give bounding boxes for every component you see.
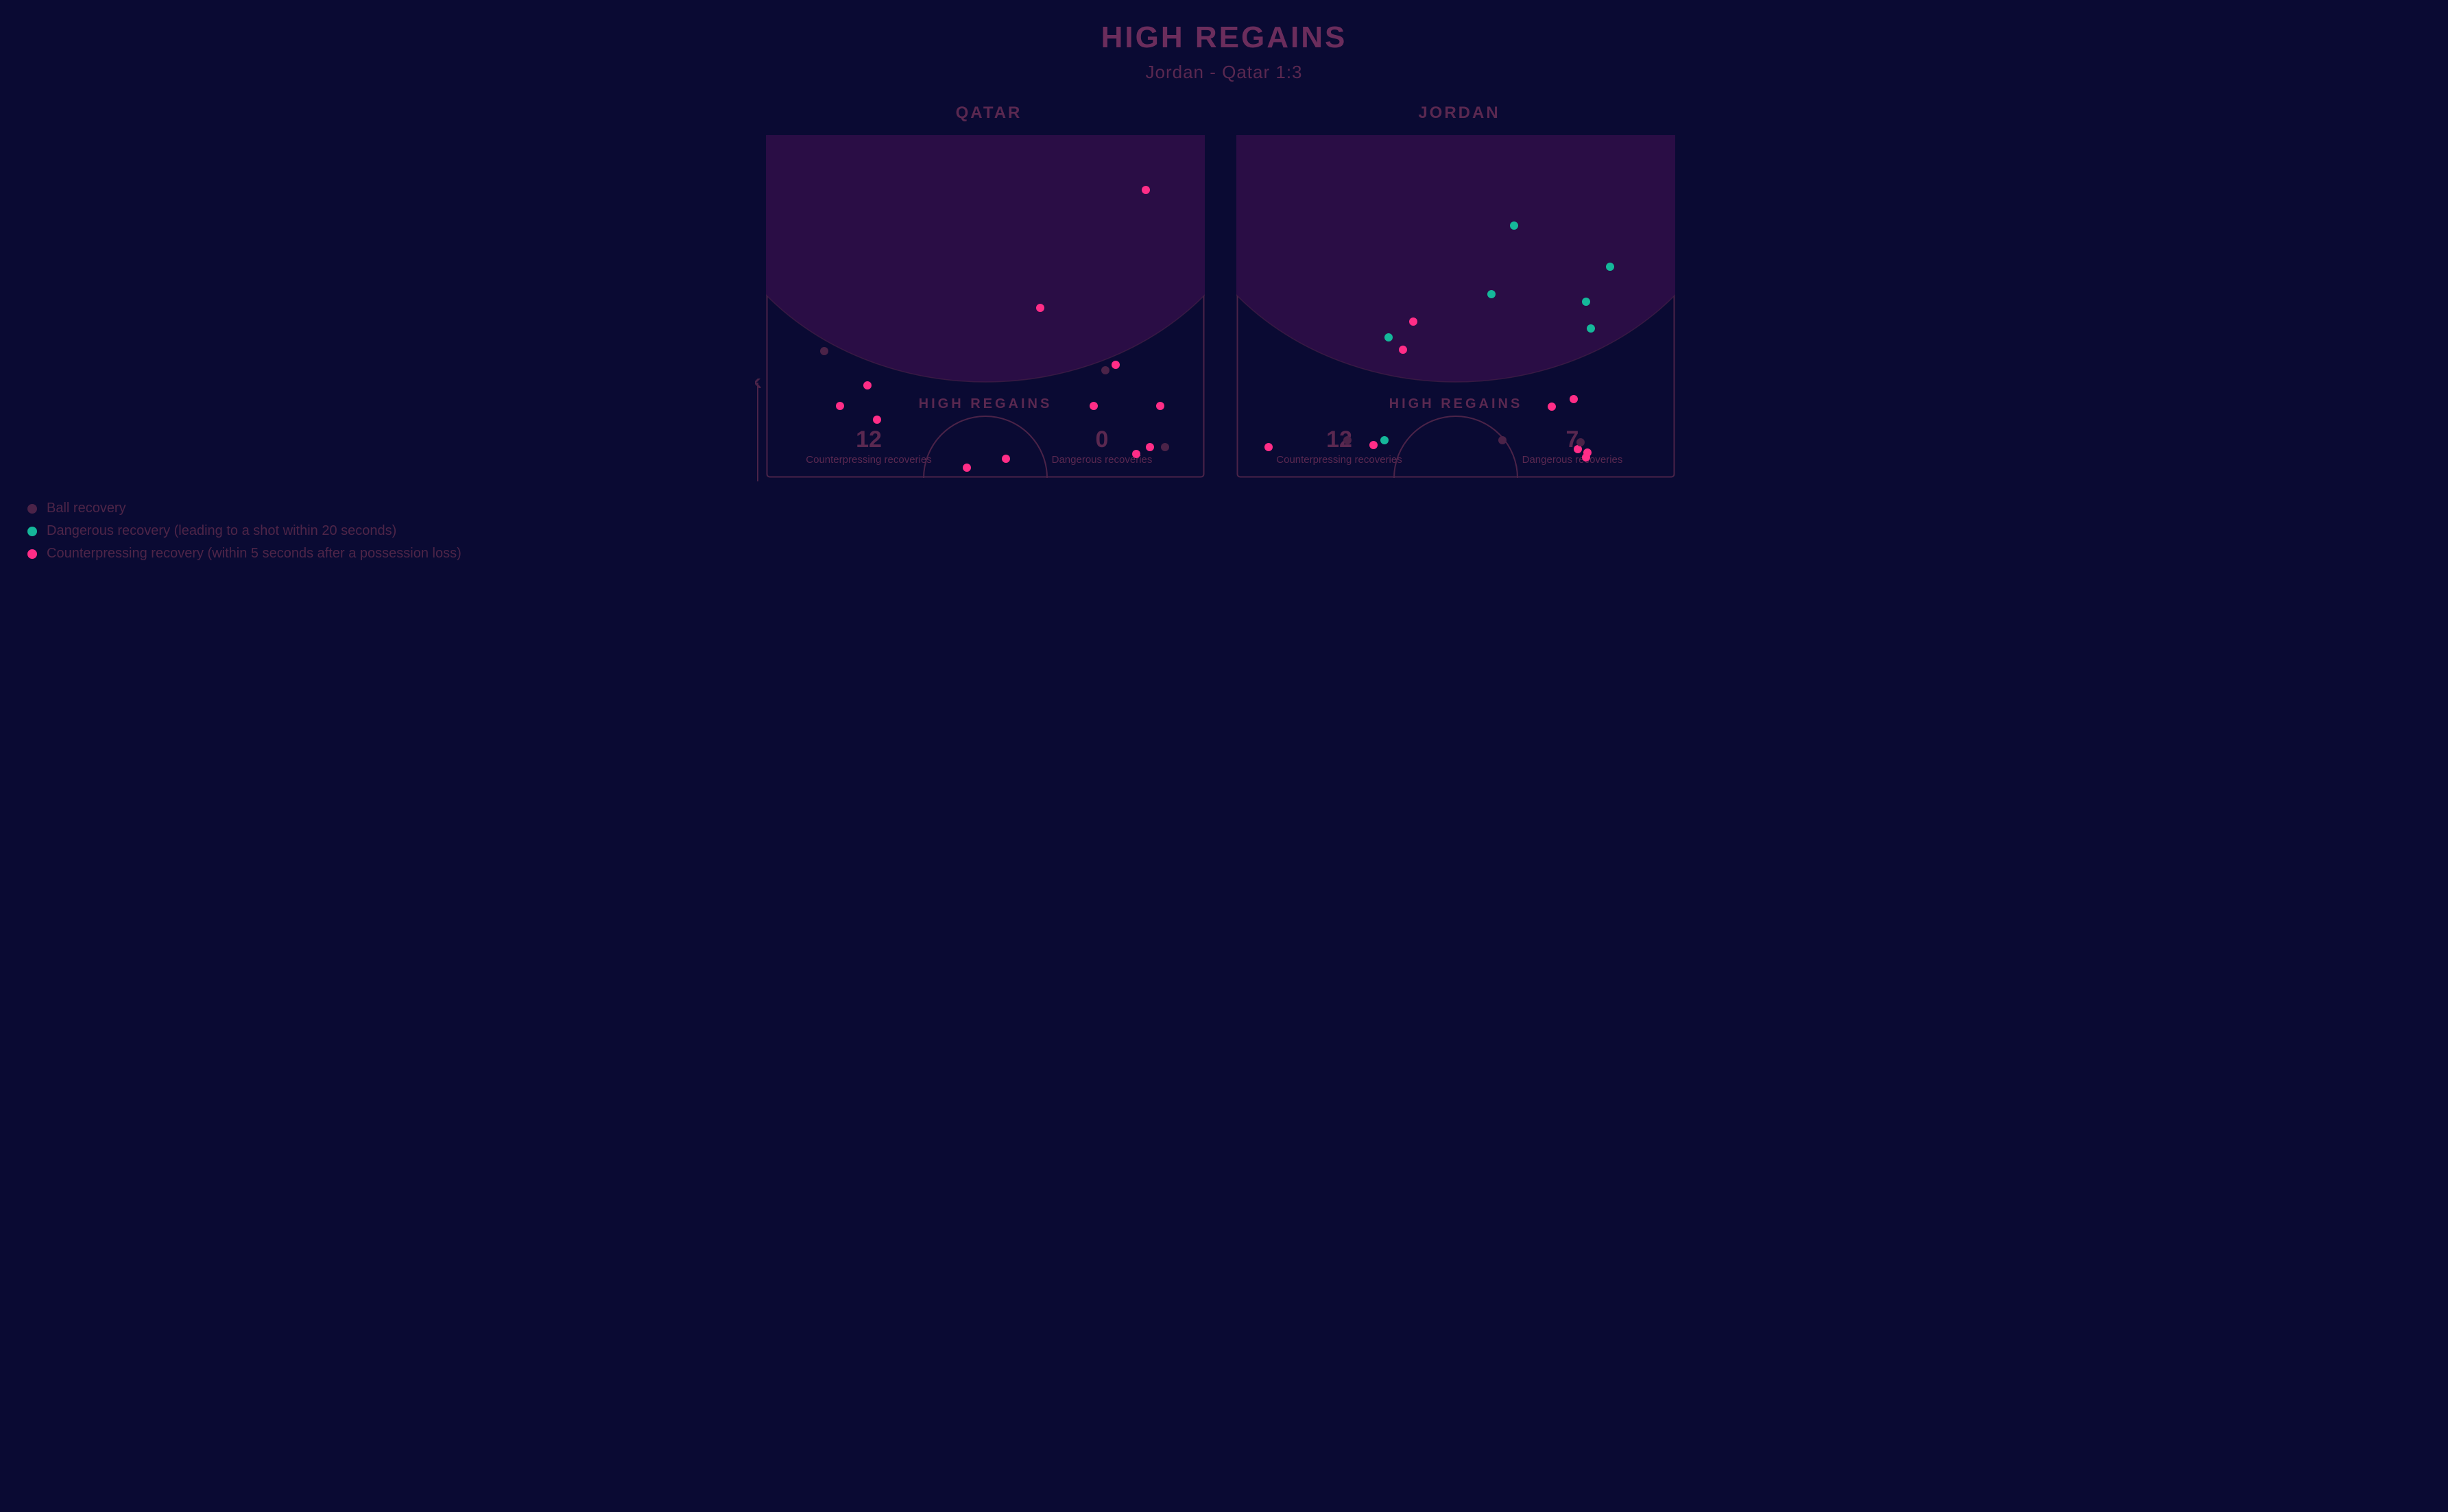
subtitle: Jordan - Qatar 1:3 xyxy=(27,62,2421,83)
svg-text:HIGH REGAINS: HIGH REGAINS xyxy=(1389,396,1523,411)
panels-row: QATAR HIGH REGAINS12Counterpressing reco… xyxy=(27,104,2421,481)
svg-text:HIGH REGAINS: HIGH REGAINS xyxy=(919,396,1053,411)
panel-title-qatar: QATAR xyxy=(766,104,1212,123)
legend-label-ball: Ball recovery xyxy=(47,501,126,516)
attack-direction-arrow xyxy=(751,379,765,481)
pitch-svg-qatar: HIGH REGAINS 12Counterpressing recoveries… xyxy=(766,135,1205,478)
panel-jordan: JORDAN HIGH REGAINS12Counterpressing rec… xyxy=(1236,104,1682,481)
panel-title-jordan: JORDAN xyxy=(1236,104,1682,123)
legend-row-ball: Ball recovery xyxy=(27,501,2421,516)
pitch-wrap-jordan: HIGH REGAINS12Counterpressing recoveries… xyxy=(1236,135,1682,481)
svg-text:Dangerous recoveries: Dangerous recoveries xyxy=(1522,454,1623,466)
root: HIGH REGAINS Jordan - Qatar 1:3 QATAR HI… xyxy=(0,0,2448,589)
legend-label-counterpress: Counterpressing recovery (within 5 secon… xyxy=(47,546,461,562)
svg-text:Counterpressing recoveries: Counterpressing recoveries xyxy=(806,454,931,466)
svg-text:Counterpressing recoveries: Counterpressing recoveries xyxy=(1276,454,1402,466)
legend-row-dangerous: Dangerous recovery (leading to a shot wi… xyxy=(27,523,2421,539)
legend-dot-counterpress xyxy=(27,549,37,559)
pitch-svg-jordan: HIGH REGAINS12Counterpressing recoveries… xyxy=(1236,135,1675,478)
legend: Ball recovery Dangerous recovery (leadin… xyxy=(27,501,2421,562)
panel-qatar: QATAR HIGH REGAINS 12Counterpressing reco… xyxy=(766,104,1212,481)
svg-text:0: 0 xyxy=(1096,427,1109,453)
legend-dot-dangerous xyxy=(27,527,37,536)
svg-text:12: 12 xyxy=(856,427,882,453)
legend-dot-ball xyxy=(27,504,37,514)
pitch-wrap-qatar: HIGH REGAINS 12Counterpressing recoveries… xyxy=(766,135,1212,481)
legend-row-counterpress: Counterpressing recovery (within 5 secon… xyxy=(27,546,2421,562)
page-title: HIGH REGAINS xyxy=(27,21,2421,55)
legend-label-dangerous: Dangerous recovery (leading to a shot wi… xyxy=(47,523,396,539)
